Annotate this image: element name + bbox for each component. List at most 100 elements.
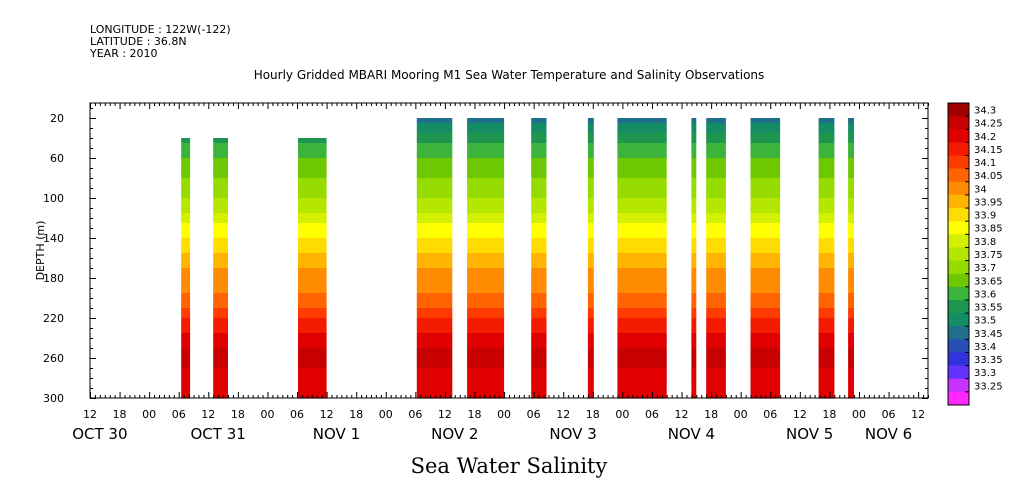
x-tick-label: 06 [408,408,422,421]
heatmap-cell [531,293,547,299]
y-tick-label: 220 [43,312,64,325]
heatmap-cell [691,258,697,264]
heatmap-cell [617,173,667,179]
heatmap-cell [181,378,191,384]
heatmap-cell [818,383,835,389]
heatmap-cell [706,228,726,234]
heatmap-cell [531,163,547,169]
heatmap-cell [617,383,667,389]
colorbar-swatch [948,273,969,288]
heatmap-cell [750,278,781,284]
heatmap-cell [587,138,594,144]
heatmap-cell [818,363,835,369]
heatmap-cell [587,228,594,234]
heatmap-cell [467,243,505,249]
heatmap-cell [416,233,453,239]
x-tick-label: 06 [527,408,541,421]
heatmap-cell [818,373,835,379]
heatmap-cell [531,143,547,149]
heatmap-cell [467,183,505,189]
heatmap-cell [587,343,594,349]
colorbar-label: 34.15 [974,145,1003,156]
heatmap-cell [818,343,835,349]
heatmap-cell [416,303,453,309]
heatmap-cell [181,363,191,369]
x-tick-label: 12 [556,408,570,421]
heatmap-cell [848,223,854,229]
heatmap-cell [587,168,594,174]
heatmap-cell [587,128,594,134]
heatmap-cell [298,363,327,369]
heatmap-cell [587,353,594,359]
heatmap-cell [691,313,697,319]
heatmap-cell [298,148,327,154]
heatmap-cell [298,188,327,194]
heatmap-cell [416,263,453,269]
heatmap-cell [750,193,781,199]
heatmap-cell [587,193,594,199]
heatmap-cell [298,158,327,164]
data-segment [587,118,594,399]
heatmap-cell [416,318,453,324]
heatmap-cell [848,388,854,394]
heatmap-cell [298,378,327,384]
heatmap-cell [213,388,228,394]
x-date-label: NOV 6 [865,425,912,443]
x-tick-label: 12 [675,408,689,421]
heatmap-cell [848,138,854,144]
x-tick-label: 06 [882,408,896,421]
heatmap-cell [181,373,191,379]
heatmap-cell [416,188,453,194]
data-segment [818,118,835,399]
x-tick-label: 18 [349,408,363,421]
heatmap-cell [531,323,547,329]
heatmap-cell [587,383,594,389]
heatmap-cell [213,228,228,234]
heatmap-cell [298,323,327,329]
heatmap-cell [531,183,547,189]
heatmap-cell [848,253,854,259]
heatmap-cell [750,373,781,379]
heatmap-cell [181,223,191,229]
heatmap-cell [750,303,781,309]
x-date-label: OCT 30 [72,425,127,443]
heatmap-cell [298,233,327,239]
heatmap-cell [691,148,697,154]
heatmap-cell [181,163,191,169]
heatmap-cell [531,283,547,289]
colorbar-swatch [948,168,969,183]
heatmap-cell [617,308,667,314]
heatmap-cell [213,303,228,309]
y-tick-label: 100 [43,192,64,205]
heatmap-cell [298,333,327,339]
heatmap-cell [213,203,228,209]
heatmap-cell [706,123,726,129]
heatmap-cell [750,343,781,349]
heatmap-cell [691,363,697,369]
heatmap-cell [818,158,835,164]
heatmap-cell [617,143,667,149]
x-tick-label: 06 [763,408,777,421]
heatmap-cell [467,173,505,179]
heatmap-cell [416,238,453,244]
heatmap-cell [848,203,854,209]
heatmap-cell [298,138,327,144]
colorbar-swatch [948,339,969,353]
heatmap-cell [750,138,781,144]
heatmap-cell [587,298,594,304]
colorbar-label: 34.05 [974,171,1003,182]
axes-layer: 12 18 00 06 12 18 00 06 12 18 00 06 12 18 00 06 12 18 00 06… [34,102,929,443]
heatmap-cell [848,383,854,389]
heatmap-cell [587,208,594,214]
heatmap-cell [706,258,726,264]
heatmap-cell [848,238,854,244]
heatmap-cell [818,218,835,224]
heatmap-cell [181,138,191,144]
heatmap-cell [587,283,594,289]
heatmap-cell [706,338,726,344]
heatmap-cell [818,148,835,154]
heatmap-cell [750,223,781,229]
colorbar-swatch [948,286,969,301]
heatmap-cell [848,193,854,199]
heatmap-cell [298,163,327,169]
